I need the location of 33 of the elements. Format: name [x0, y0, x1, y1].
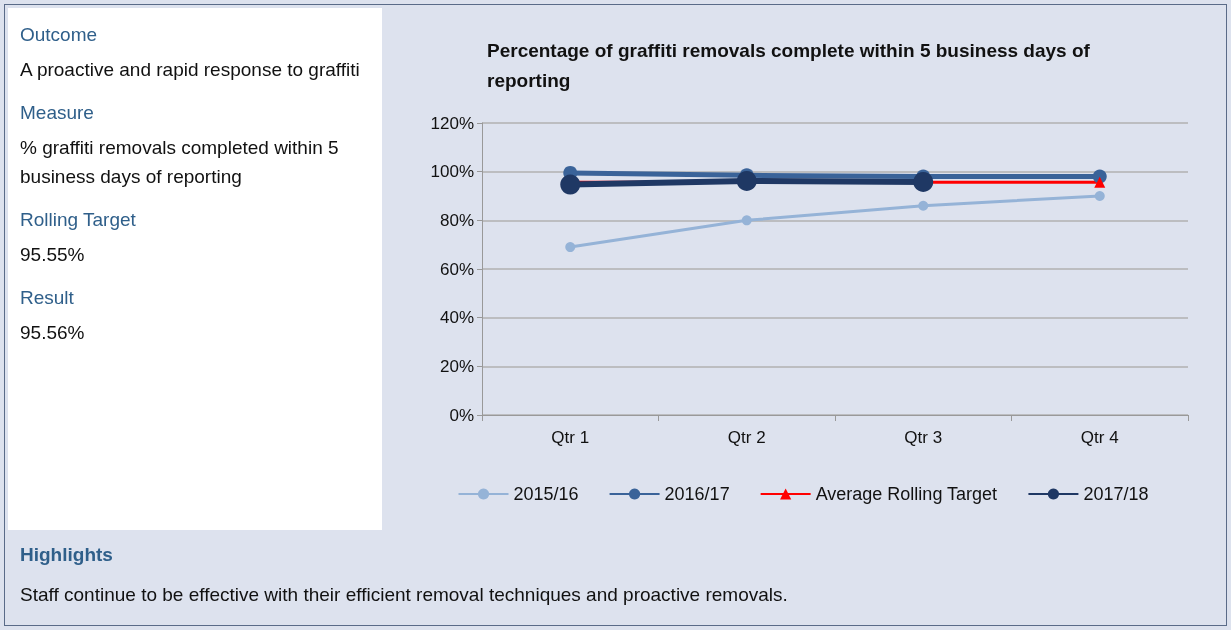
- point: [565, 242, 576, 253]
- y-tick-label: 0%: [449, 405, 474, 425]
- point: [918, 200, 929, 211]
- y-tick-label: 20%: [439, 356, 474, 376]
- y-tick-label: 60%: [439, 259, 474, 279]
- text: 95.56%: [20, 321, 86, 345]
- point: [736, 170, 757, 191]
- legend-label: 2017/18: [1083, 484, 1149, 504]
- y-tick-label: 40%: [439, 308, 474, 328]
- x-tick-label: Qtr 3: [904, 428, 943, 447]
- legend-label: Average Rolling Target: [815, 484, 998, 504]
- text: Rolling Target: [20, 208, 137, 232]
- point: [560, 174, 581, 195]
- y-tick-label: 120%: [430, 113, 474, 133]
- text: Measure: [20, 101, 95, 125]
- y-tick-label: 100%: [430, 162, 474, 182]
- y-tick-label: 80%: [439, 210, 474, 230]
- text: % graffiti removals completed within 5 business days of reporting: [20, 136, 340, 189]
- x-tick-label: Qtr 1: [551, 428, 590, 447]
- chart-title: Percentage of graffiti removals complete within 5 business days of reporting: [487, 39, 1096, 91]
- x-tick-label: Qtr 2: [727, 428, 766, 447]
- text: A proactive and rapid response to graffiti: [20, 58, 361, 82]
- text: Staff continue to be effective with their efficient removal techniques and proactive removals.: [20, 584, 789, 606]
- point: [741, 215, 752, 226]
- legend-label: 2016/17: [664, 484, 730, 504]
- legend-label: 2015/16: [513, 484, 579, 504]
- text: 95.55%: [20, 243, 86, 267]
- text: Result: [20, 286, 75, 310]
- point: [1094, 191, 1105, 201]
- text: Highlights: [20, 544, 114, 566]
- point: [913, 171, 934, 192]
- x-tick-label: Qtr 4: [1080, 428, 1119, 447]
- text: Outcome: [20, 23, 99, 47]
